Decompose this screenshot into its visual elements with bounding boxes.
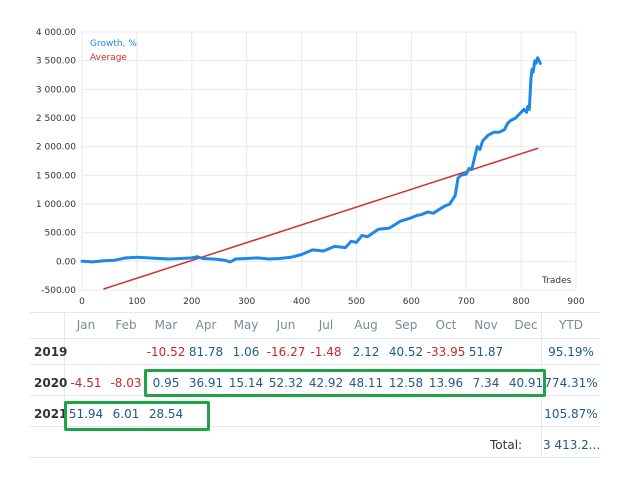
y-tick-label: 3 500.00 — [36, 57, 76, 67]
month-return: -33.95 — [426, 345, 466, 359]
chart-series — [80, 56, 542, 290]
y-tick-label: 500.00 — [45, 229, 77, 239]
month-return: 36.91 — [188, 376, 224, 390]
month-return: -4.51 — [70, 376, 102, 390]
month-return: 28.54 — [148, 407, 184, 421]
ytd-header: YTD — [559, 318, 583, 332]
x-tick-label: 900 — [567, 297, 584, 307]
month-header: Nov — [474, 318, 498, 332]
month-header: Mar — [154, 318, 178, 332]
x-tick-label: 0 — [79, 297, 85, 307]
month-header: Dec — [514, 318, 538, 332]
month-return: 12.58 — [388, 376, 424, 390]
ytd-value: 95.19% — [548, 345, 594, 359]
x-axis-label: Trades — [541, 276, 572, 286]
month-return: -10.52 — [146, 345, 186, 359]
legend-item: Average — [90, 53, 127, 63]
month-header: Apr — [195, 318, 217, 332]
month-return: 42.92 — [308, 376, 344, 390]
total-value: 3 413.2... — [543, 438, 601, 452]
x-axis: 0 100 200 300 400 500 600 700 800 900 — [79, 297, 585, 307]
month-header: Jan — [76, 318, 96, 332]
x-tick-label: 500 — [348, 297, 365, 307]
x-tick-label: 600 — [403, 297, 420, 307]
y-tick-label: 4 000.00 — [36, 28, 76, 38]
month-header: Feb — [115, 318, 137, 332]
month-return: 0.95 — [152, 376, 180, 390]
legend-item: Growth, % — [90, 39, 137, 49]
ytd-value: 105.87% — [544, 407, 598, 421]
month-header: Jun — [276, 318, 296, 332]
month-return: 6.01 — [112, 407, 140, 421]
plot-frame — [81, 31, 577, 291]
average-line — [103, 147, 539, 290]
month-header: Oct — [435, 318, 457, 332]
year-label: 2019 — [34, 345, 68, 359]
month-header: Sep — [394, 318, 418, 332]
month-return: 51.87 — [468, 345, 504, 359]
x-tick-label: 300 — [238, 297, 255, 307]
y-tick-label: 2 000.00 — [36, 143, 76, 153]
y-tick-label: 1 500.00 — [36, 171, 76, 181]
table-divider — [30, 457, 600, 458]
ytd-value: 774.31% — [544, 376, 598, 390]
x-tick-label: 100 — [128, 297, 145, 307]
month-return: 7.34 — [472, 376, 500, 390]
month-return: 40.91 — [508, 376, 544, 390]
growth-line — [80, 56, 542, 264]
month-header: May — [233, 318, 259, 332]
table-divider — [30, 312, 600, 313]
x-tick-label: 200 — [183, 297, 200, 307]
month-return: -8.03 — [110, 376, 142, 390]
y-tick-label: -500.00 — [41, 286, 76, 296]
chart-grid — [81, 31, 577, 291]
month-return: -16.27 — [266, 345, 306, 359]
y-tick-label: 2 500.00 — [36, 114, 76, 124]
month-return: 51.94 — [68, 407, 104, 421]
table-divider — [541, 312, 542, 457]
x-tick-label: 800 — [513, 297, 530, 307]
highlight-2020-box — [144, 369, 546, 397]
table-divider — [64, 312, 65, 426]
month-return: 48.11 — [348, 376, 384, 390]
month-return: 81.78 — [188, 345, 224, 359]
total-label: Total: — [490, 438, 523, 452]
month-return: 52.32 — [268, 376, 304, 390]
month-header: Aug — [354, 318, 378, 332]
x-tick-label: 400 — [293, 297, 310, 307]
year-label: 2020 — [34, 376, 68, 390]
month-header: Jul — [318, 318, 334, 332]
month-return: -1.48 — [310, 345, 342, 359]
y-axis: -500.00 0.00 500.00 1 000.00 1 500.00 2 000.0… — [36, 28, 76, 296]
growth-chart: -500.00 0.00 500.00 1 000.00 1 500.00 2 000.0… — [36, 28, 585, 307]
month-return: 2.12 — [352, 345, 380, 359]
month-return: 40.52 — [388, 345, 424, 359]
table-divider — [30, 338, 600, 339]
highlight-2021-box — [64, 401, 210, 431]
year-label: 2021 — [34, 407, 68, 421]
y-tick-label: 0.00 — [56, 257, 76, 267]
table-divider — [30, 426, 600, 427]
month-return: 1.06 — [232, 345, 260, 359]
chart-legend: Growth, % Average — [90, 39, 137, 63]
y-tick-label: 3 000.00 — [36, 85, 76, 95]
table-divider — [30, 364, 600, 365]
month-return: 15.14 — [228, 376, 264, 390]
month-return: 13.96 — [428, 376, 464, 390]
y-tick-label: 1 000.00 — [36, 200, 76, 210]
x-tick-label: 700 — [458, 297, 475, 307]
